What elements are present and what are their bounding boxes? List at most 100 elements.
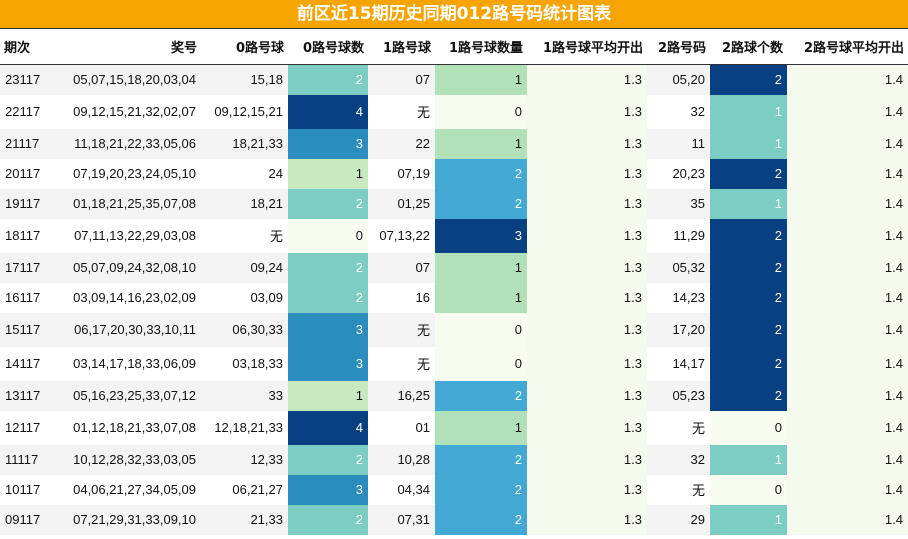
cell-route2-count: 2 [710, 158, 787, 189]
cell-route1-numbers: 16,25 [368, 380, 435, 411]
cell-route2-numbers: 05,20 [647, 64, 710, 95]
cell-draw-numbers: 01,12,18,21,33,07,08 [54, 410, 201, 445]
cell-route2-average: 1.4 [787, 158, 908, 189]
cell-route2-numbers: 35 [647, 188, 710, 219]
cell-route1-count: 2 [435, 380, 527, 411]
cell-route1-count: 0 [435, 312, 527, 347]
cell-route2-count: 0 [710, 474, 787, 505]
cell-route0-numbers: 15,18 [201, 64, 288, 95]
cell-route1-numbers: 07 [368, 64, 435, 95]
cell-route0-numbers: 06,30,33 [201, 312, 288, 347]
cell-route1-count: 2 [435, 188, 527, 219]
cell-route1-numbers: 16 [368, 282, 435, 313]
table-row: 10117 04,06,21,27,34,05,09 06,21,27 3 04,34 2… [0, 474, 908, 505]
cell-route0-count: 2 [288, 282, 368, 313]
cell-route2-count: 1 [710, 188, 787, 219]
cell-route0-count: 2 [288, 188, 368, 219]
cell-route0-numbers: 09,12,15,21 [201, 94, 288, 129]
cell-route1-average: 1.3 [527, 380, 647, 411]
cell-route1-average: 1.3 [527, 474, 647, 505]
cell-route2-average: 1.4 [787, 410, 908, 445]
cell-draw-numbers: 07,11,13,22,29,03,08 [54, 218, 201, 253]
cell-period: 16117 [0, 282, 54, 313]
table-row: 19117 01,18,21,25,35,07,08 18,21 2 01,25 2 1.3… [0, 188, 908, 219]
cell-draw-numbers: 01,18,21,25,35,07,08 [54, 188, 201, 219]
cell-route1-count: 2 [435, 158, 527, 189]
cell-route1-numbers: 10,28 [368, 444, 435, 475]
cell-route2-count: 1 [710, 444, 787, 475]
cell-route1-numbers: 07,19 [368, 158, 435, 189]
cell-period: 14117 [0, 346, 54, 381]
cell-route1-numbers: 无 [368, 312, 435, 347]
cell-period: 22117 [0, 94, 54, 129]
cell-route2-average: 1.4 [787, 188, 908, 219]
cell-route0-count: 3 [288, 474, 368, 505]
header-route0-count: 0路号球数 [288, 29, 368, 65]
cell-route1-count: 2 [435, 444, 527, 475]
cell-route1-average: 1.3 [527, 504, 647, 535]
cell-draw-numbers: 09,12,15,21,32,02,07 [54, 94, 201, 129]
cell-route0-numbers: 18,21 [201, 188, 288, 219]
cell-route1-average: 1.3 [527, 444, 647, 475]
cell-route2-average: 1.4 [787, 64, 908, 95]
cell-route2-count: 2 [710, 64, 787, 95]
cell-draw-numbers: 03,09,14,16,23,02,09 [54, 282, 201, 313]
cell-period: 21117 [0, 128, 54, 159]
cell-route2-average: 1.4 [787, 312, 908, 347]
cell-route0-numbers: 12,33 [201, 444, 288, 475]
table-row: 15117 06,17,20,30,33,10,11 06,30,33 3 无 0 1.3 1… [0, 312, 908, 347]
cell-route0-numbers: 06,21,27 [201, 474, 288, 505]
cell-period: 15117 [0, 312, 54, 347]
cell-route1-count: 1 [435, 252, 527, 283]
cell-period: 09117 [0, 504, 54, 535]
cell-route0-numbers: 12,18,21,33 [201, 410, 288, 445]
cell-route0-numbers: 03,09 [201, 282, 288, 313]
table-row: 22117 09,12,15,21,32,02,07 09,12,15,21 4 无 0 1… [0, 94, 908, 129]
cell-route0-numbers: 18,21,33 [201, 128, 288, 159]
cell-route1-numbers: 无 [368, 94, 435, 129]
header-route2-count: 2路球个数 [710, 29, 787, 65]
table-title: 前区近15期历史同期012路号码统计图表 [0, 0, 908, 29]
cell-route1-average: 1.3 [527, 94, 647, 129]
cell-route2-numbers: 无 [647, 474, 710, 505]
cell-route0-count: 1 [288, 158, 368, 189]
table-row: 17117 05,07,09,24,32,08,10 09,24 2 07 1 1.3 05,… [0, 252, 908, 283]
cell-route1-count: 2 [435, 504, 527, 535]
cell-route1-average: 1.3 [527, 252, 647, 283]
cell-route2-numbers: 32 [647, 444, 710, 475]
cell-route0-numbers: 无 [201, 218, 288, 253]
cell-route1-average: 1.3 [527, 312, 647, 347]
cell-draw-numbers: 07,19,20,23,24,05,10 [54, 158, 201, 189]
cell-route0-numbers: 09,24 [201, 252, 288, 283]
cell-route2-numbers: 20,23 [647, 158, 710, 189]
cell-route1-average: 1.3 [527, 410, 647, 445]
cell-route2-numbers: 29 [647, 504, 710, 535]
cell-period: 18117 [0, 218, 54, 253]
cell-route2-numbers: 14,17 [647, 346, 710, 381]
cell-route2-count: 1 [710, 128, 787, 159]
header-route1-numbers: 1路号球 [368, 29, 435, 65]
table-row: 11117 10,12,28,32,33,03,05 12,33 2 10,28 2 1.3… [0, 444, 908, 475]
cell-route1-count: 1 [435, 282, 527, 313]
cell-route2-average: 1.4 [787, 346, 908, 381]
cell-route2-average: 1.4 [787, 380, 908, 411]
header-route1-count: 1路号球数量 [435, 29, 527, 65]
cell-route2-count: 0 [710, 410, 787, 445]
cell-route1-average: 1.3 [527, 188, 647, 219]
cell-route2-numbers: 05,32 [647, 252, 710, 283]
cell-route2-count: 2 [710, 380, 787, 411]
cell-period: 11117 [0, 444, 54, 475]
cell-route2-count: 2 [710, 282, 787, 313]
cell-route1-count: 0 [435, 346, 527, 381]
table-row: 20117 07,19,20,23,24,05,10 24 1 07,19 2 1.3 20,… [0, 158, 908, 189]
cell-period: 12117 [0, 410, 54, 445]
cell-route1-numbers: 01,25 [368, 188, 435, 219]
cell-period: 13117 [0, 380, 54, 411]
table-row: 12117 01,12,18,21,33,07,08 12,18,21,33 4 01 1… [0, 410, 908, 445]
cell-route2-count: 1 [710, 94, 787, 129]
cell-route2-numbers: 无 [647, 410, 710, 445]
statistics-table: 期次 奖号 0路号球 0路号球数 1路号球 1路号球数量 1路号球平均开出 2路… [0, 29, 908, 535]
cell-route1-count: 3 [435, 218, 527, 253]
table-body: 23117 05,07,15,18,20,03,04 15,18 2 07 1 1.3 05,… [0, 64, 908, 535]
cell-route2-numbers: 11,29 [647, 218, 710, 253]
